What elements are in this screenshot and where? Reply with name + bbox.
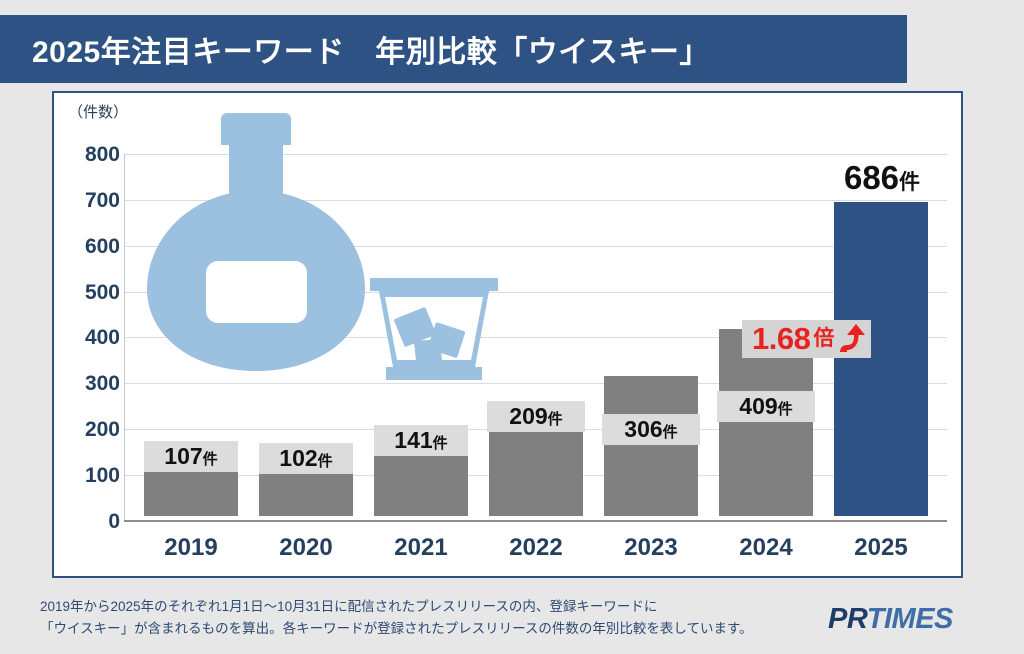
bar-value-label-2020: 102件 (259, 443, 353, 475)
y-axis-line (124, 154, 125, 521)
bar-value-label-2021: 141件 (374, 425, 468, 457)
bar-2022[interactable] (489, 420, 583, 516)
bar-2021[interactable] (374, 451, 468, 516)
slide-title-bar: 2025年注目キーワード 年別比較「ウイスキー」 (0, 15, 907, 83)
bar-value-label-2024: 409件 (717, 391, 815, 423)
bar-2019[interactable] (144, 467, 238, 516)
bar-value-label-2025: 686件 (826, 161, 938, 194)
whisky-bottle-illustration (147, 113, 365, 371)
y-tick-label: 500 (84, 281, 120, 304)
x-label-2025: 2025 (854, 534, 908, 561)
bar-value-2022: 209 (509, 403, 548, 429)
y-tick-label: 300 (84, 372, 120, 395)
bar-value-label-2019: 107件 (144, 441, 238, 473)
prtimes-logo: PRTIMES (828, 603, 953, 636)
bar-2023[interactable] (604, 376, 698, 516)
growth-callout: 1.68 倍 (742, 320, 872, 358)
y-tick-label: 200 (84, 418, 120, 441)
bar-value-unit-2019: 件 (202, 451, 218, 468)
bar-value-unit-2022: 件 (547, 411, 563, 428)
logo-part-times: TIMES (866, 603, 954, 635)
gridline-300 (124, 383, 947, 384)
bar-value-2023: 306 (624, 416, 663, 442)
x-label-2020: 2020 (279, 534, 333, 561)
gridline-500 (124, 292, 947, 293)
x-label-2019: 2019 (164, 534, 218, 561)
page-title: 2025年注目キーワード 年別比較「ウイスキー」 (32, 36, 710, 69)
bar-value-unit-2025: 件 (899, 171, 921, 194)
gridline-400 (124, 337, 947, 338)
bar-2025[interactable] (834, 202, 928, 516)
chart-panel: （件数） 800 700 600 500 (52, 91, 963, 578)
y-tick-label: 400 (84, 326, 120, 349)
y-axis-unit-caption: （件数） (68, 104, 129, 121)
x-label-2023: 2023 (624, 534, 678, 561)
gridline-800 (124, 154, 947, 155)
bar-value-2019: 107 (164, 443, 203, 469)
y-tick-label: 800 (84, 143, 120, 166)
growth-multiple-value: 1.68 (752, 321, 811, 356)
whisky-glass-illustration (370, 278, 498, 380)
bar-2024[interactable] (719, 329, 813, 516)
bar-value-2021: 141 (394, 427, 433, 453)
bar-value-unit-2023: 件 (662, 424, 678, 441)
x-label-2022: 2022 (509, 534, 563, 561)
bar-value-label-2023: 306件 (602, 414, 700, 446)
x-label-2024: 2024 (739, 534, 793, 561)
x-axis-baseline (124, 520, 947, 522)
logo-part-pr: PR (828, 603, 867, 635)
bar-value-label-2022: 209件 (487, 401, 585, 433)
x-label-2021: 2021 (394, 534, 448, 561)
footnote-line-1: 2019年から2025年のそれぞれ1月1日～10月31日に配信されたプレスリリー… (40, 599, 658, 614)
growth-multiple-suffix: 倍 (813, 327, 835, 350)
gridline-700 (124, 200, 947, 201)
bar-value-unit-2020: 件 (317, 453, 333, 470)
y-tick-label: 0 (108, 510, 120, 533)
up-arrow-icon (837, 323, 866, 354)
footnote: 2019年から2025年のそれぞれ1月1日～10月31日に配信されたプレスリリー… (40, 596, 800, 640)
footnote-line-2: 「ウイスキー」が含まれるものを算出。各キーワードが登録されたプレスリリースの件数… (40, 620, 753, 636)
bar-value-2024: 409 (739, 393, 778, 419)
y-tick-label: 700 (84, 189, 120, 212)
bar-value-2020: 102 (279, 445, 318, 471)
bar-value-unit-2024: 件 (777, 401, 793, 418)
plot-area: 800 700 600 500 400 300 200 100 (54, 93, 961, 576)
bar-2020[interactable] (259, 469, 353, 516)
y-tick-label: 100 (84, 464, 120, 487)
bar-value-unit-2021: 件 (432, 435, 448, 452)
bar-value-2025: 686 (843, 159, 900, 196)
gridline-600 (124, 246, 947, 247)
y-tick-label: 600 (84, 235, 120, 258)
